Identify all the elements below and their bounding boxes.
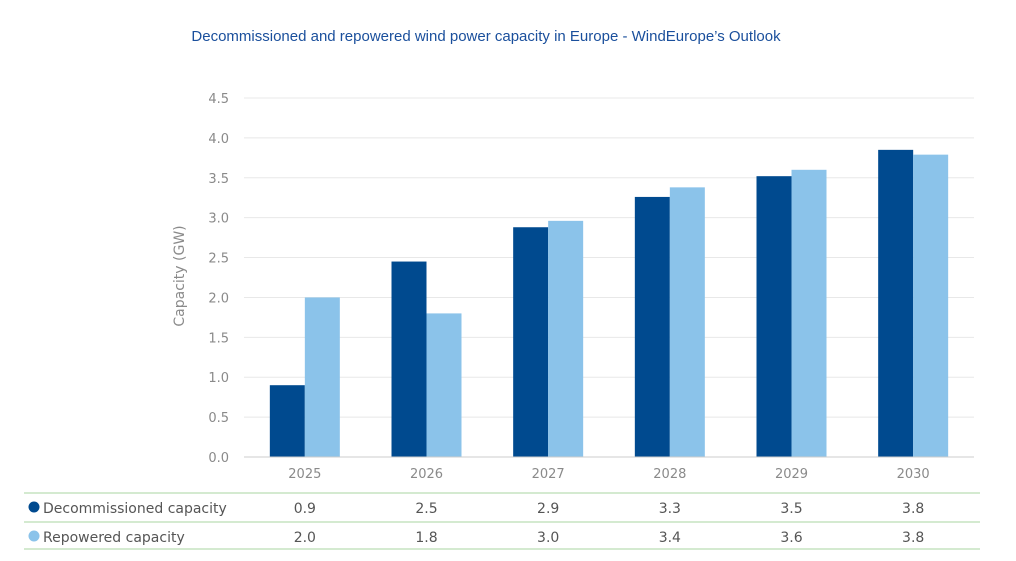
data-label: 2.5 [415, 501, 437, 517]
y-tick-label: 0.0 [208, 451, 229, 466]
bar-decommissioned-2028 [634, 196, 670, 457]
bar-repowered-2030 [913, 154, 949, 458]
chart-title: Decommissioned and repowered wind power … [191, 28, 781, 45]
y-tick-label: 1.5 [208, 331, 229, 346]
y-tick-label: 1.0 [208, 371, 229, 386]
data-label: 2.9 [537, 501, 559, 517]
x-tick-label: 2029 [775, 467, 808, 482]
legend-label: Decommissioned capacity [43, 501, 227, 517]
data-label: 0.9 [294, 501, 316, 517]
y-tick-label: 4.5 [208, 92, 229, 107]
bars [269, 149, 949, 458]
bar-repowered-2028 [669, 187, 705, 457]
y-axis-label: Capacity (GW) [172, 225, 188, 326]
x-tick-label: 2026 [410, 467, 443, 482]
bar-decommissioned-2027 [513, 227, 549, 457]
bar-repowered-2026 [426, 313, 462, 457]
data-table: Decommissioned capacity 0.9 2.5 2.9 3.3 3.5 3.… [24, 492, 980, 550]
data-label: 3.4 [659, 530, 681, 546]
legend-marker-repowered [28, 530, 40, 542]
y-tick-label: 0.5 [208, 411, 229, 426]
y-axis-ticks: 0.0 0.5 1.0 1.5 2.0 2.5 3.0 3.5 4.0 4.5 [208, 92, 229, 466]
data-label: 3.0 [537, 530, 559, 546]
data-label: 3.5 [780, 501, 802, 517]
y-tick-label: 3.5 [208, 172, 229, 187]
data-label: 1.8 [415, 530, 437, 546]
data-label: 3.8 [902, 501, 924, 517]
bar-repowered-2025 [304, 297, 340, 457]
data-label: 3.3 [659, 501, 681, 517]
x-tick-label: 2028 [653, 467, 686, 482]
bar-decommissioned-2025 [269, 385, 305, 457]
x-tick-label: 2025 [288, 467, 321, 482]
x-tick-label: 2027 [532, 467, 565, 482]
data-label: 3.6 [780, 530, 802, 546]
x-tick-label: 2030 [897, 467, 930, 482]
y-tick-label: 4.0 [208, 132, 229, 147]
data-label: 3.8 [902, 530, 924, 546]
data-label: 2.0 [294, 530, 316, 546]
x-axis-ticks: 2025 2026 2027 2028 2029 2030 [288, 467, 929, 482]
bar-decommissioned-2029 [756, 176, 792, 457]
legend-marker-decommissioned [28, 501, 40, 513]
y-tick-label: 3.0 [208, 212, 229, 227]
bar-decommissioned-2030 [878, 149, 914, 457]
gridlines [244, 97, 974, 418]
y-tick-label: 2.5 [208, 252, 229, 267]
y-tick-label: 2.0 [208, 291, 229, 306]
bar-repowered-2029 [791, 169, 827, 458]
bar-decommissioned-2026 [391, 261, 427, 457]
bar-repowered-2027 [548, 220, 584, 457]
legend-label: Repowered capacity [43, 530, 185, 546]
